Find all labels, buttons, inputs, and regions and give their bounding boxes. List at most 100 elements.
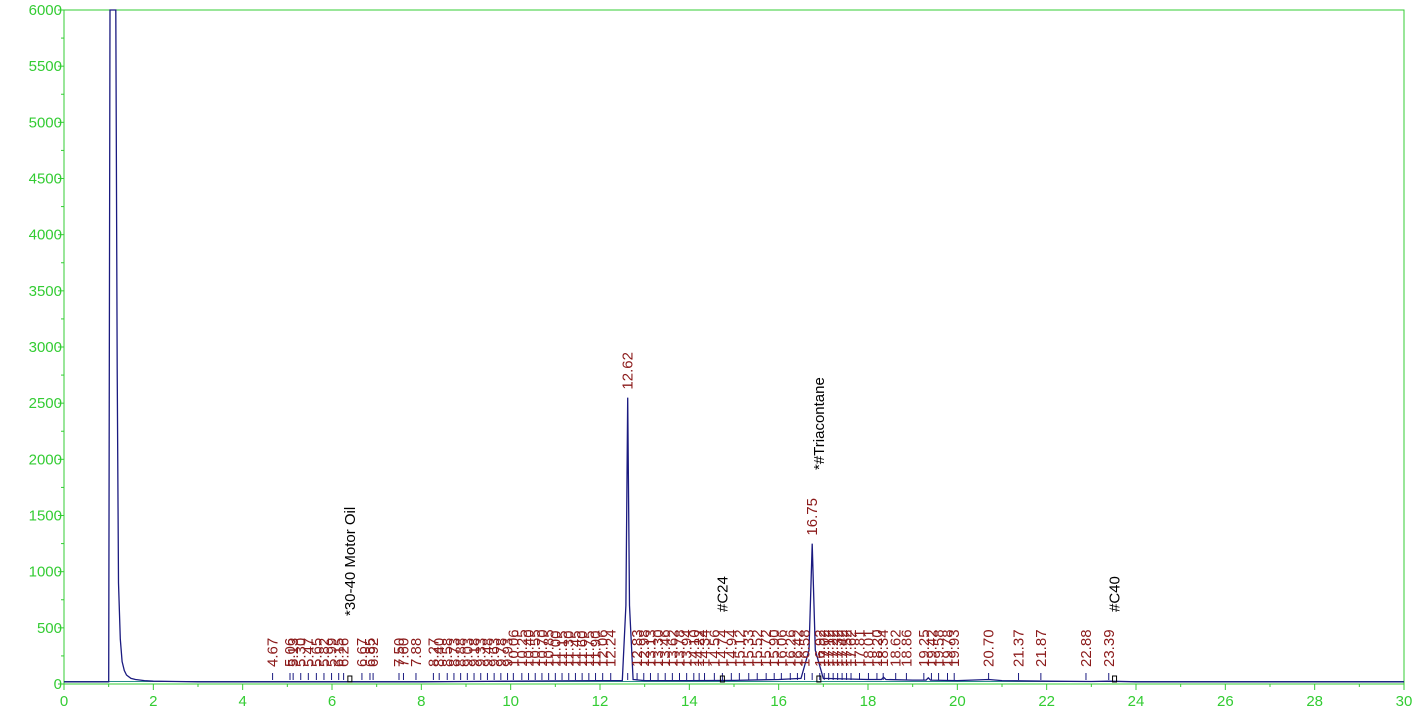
- peak-label: 9.33: [473, 638, 490, 667]
- y-tick-label: 6000: [29, 2, 62, 19]
- x-tick-label: 6: [328, 693, 336, 710]
- peak-label: 7.50: [391, 638, 408, 667]
- peak-label: 19.78: [940, 629, 957, 667]
- peak-label: 17.12: [821, 629, 838, 667]
- peak-label: 10.25: [514, 629, 531, 667]
- peak-label: 4.67: [265, 638, 282, 667]
- peak-label: 11.00: [547, 631, 564, 667]
- peak-label: 19.42: [923, 629, 940, 667]
- trace-layer: [64, 9, 1404, 683]
- peak-label: 6.26: [336, 638, 353, 667]
- peak-label: 13.46: [657, 629, 674, 667]
- peak-label: 16.06: [773, 629, 790, 667]
- peak-label: 16.42: [789, 629, 806, 667]
- peak-label: 6.85: [362, 638, 379, 667]
- peak-label: 15.12: [731, 629, 748, 667]
- x-tick-label: 4: [238, 693, 246, 710]
- peak-label: 18.34: [875, 629, 892, 667]
- x-tick-label: 2: [149, 693, 157, 710]
- peak-label: 19.93: [946, 629, 963, 667]
- y-axis-ticks: 0 500 1000 1500 2000 2500 3000 3500 4000 4500 5000…: [29, 2, 64, 693]
- peak-label: 17.62: [843, 629, 860, 667]
- peak-label: 17.42: [834, 629, 851, 667]
- y-tick-label: 1500: [29, 508, 62, 525]
- compound-annotations: *30-40 Motor Oil #C24 *#Triacontane #C40: [342, 377, 1124, 683]
- peak-label: 8.73: [446, 638, 463, 667]
- peak-label: 10.70: [534, 629, 551, 667]
- chromatogram-trace: [64, 9, 1404, 683]
- peak-label: 11.15: [554, 631, 571, 667]
- x-axis-ticks: 0 2 4 6 8 10 12 14 16 18 20 22 24 26 28 30: [60, 684, 1413, 710]
- peak-label: 13.78: [672, 629, 689, 667]
- peak-label: 13.13: [643, 629, 660, 667]
- peak-label: 15.52: [749, 629, 766, 667]
- peak-label: 5.65: [308, 638, 325, 667]
- peak-label: 10.06: [505, 629, 522, 667]
- peak-label: 11.30: [561, 631, 578, 667]
- compound-marker: [816, 675, 822, 683]
- peak-label: 14.10: [686, 629, 703, 667]
- x-tick-label: 8: [417, 693, 425, 710]
- peak-label: 14.94: [723, 629, 740, 667]
- peak-label: 20.70: [981, 629, 998, 667]
- y-tick-label: 5000: [29, 114, 62, 131]
- peak-label: 17.22: [825, 629, 842, 667]
- peak-label: 5.30: [293, 638, 310, 667]
- peak-label: 14.56: [706, 629, 723, 667]
- y-tick-label: 5500: [29, 58, 62, 75]
- x-tick-label: 20: [949, 693, 966, 710]
- y-tick-label: 4500: [29, 171, 62, 188]
- compound-label: *#Triacontane: [811, 377, 828, 470]
- peak-label: 15.90: [766, 629, 783, 667]
- peak-label: 6.15: [331, 638, 348, 667]
- peak-label: 12.98: [636, 629, 653, 667]
- compound-marker: [719, 675, 725, 683]
- y-tick-label: 1000: [29, 564, 62, 581]
- x-tick-label: 28: [1306, 693, 1323, 710]
- peak-label: 14.34: [697, 629, 714, 667]
- peak-label: 9.48: [479, 638, 496, 667]
- peak-label: 11.45: [567, 631, 584, 667]
- peak-label: 16.92: [812, 629, 829, 667]
- peak-label: 5.13: [285, 638, 302, 667]
- x-tick-label: 16: [770, 693, 787, 710]
- peak-label: 13.94: [679, 629, 696, 667]
- peak-label: 19.25: [916, 629, 933, 667]
- compound-marker: [347, 675, 353, 683]
- peak-label: 8.40: [431, 638, 448, 667]
- peak-label: 9.03: [459, 638, 476, 667]
- peak-label: 16.58: [797, 629, 814, 667]
- peak-label: 15.33: [741, 629, 758, 667]
- compound-marker: [1112, 675, 1118, 683]
- peak-label: 10.85: [541, 629, 558, 667]
- y-tick-label: 3500: [29, 283, 62, 300]
- peak-label: 21.37: [1011, 629, 1028, 667]
- x-tick-label: 18: [860, 693, 877, 710]
- peak-label: 17.02: [816, 629, 833, 667]
- compound-label: #C40: [1107, 576, 1124, 612]
- peak-label: 23.39: [1101, 629, 1118, 667]
- peak-label: 5.82: [316, 638, 333, 667]
- peak-label: 17.81: [852, 629, 869, 667]
- x-tick-label: 26: [1217, 693, 1234, 710]
- peak-label: 12.06: [595, 629, 612, 667]
- peak-label: 11.75: [581, 631, 598, 667]
- peak-label: 16.75: [804, 498, 821, 536]
- peak-label: 16.26: [782, 629, 799, 667]
- peak-label: 8.88: [453, 638, 470, 667]
- x-tick-label: 0: [60, 693, 68, 710]
- peak-label: 6.67: [354, 638, 371, 667]
- peak-label: 5.06: [282, 638, 299, 667]
- peak-label: 21.87: [1033, 629, 1050, 667]
- x-tick-label: 22: [1038, 693, 1055, 710]
- peak-label: 19.58: [931, 629, 948, 667]
- chart-axes: [63, 9, 1405, 685]
- peak-label: 18.62: [888, 629, 905, 667]
- peak-label: 11.60: [574, 631, 591, 667]
- peak-label: 18.86: [898, 629, 915, 667]
- x-tick-label: 30: [1396, 693, 1413, 710]
- peak-label: 12.62: [620, 352, 637, 390]
- x-tick-label: 24: [1128, 693, 1145, 710]
- y-tick-label: 2000: [29, 451, 62, 468]
